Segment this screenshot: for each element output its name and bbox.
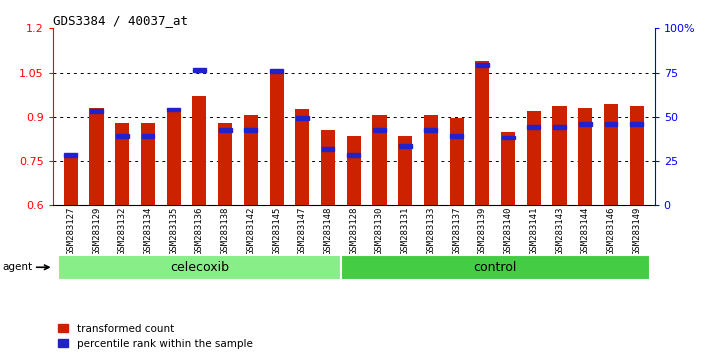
Bar xyxy=(321,130,335,205)
Bar xyxy=(553,107,567,205)
Text: GSM283127: GSM283127 xyxy=(66,207,75,255)
Bar xyxy=(629,107,643,205)
Bar xyxy=(425,128,437,132)
Text: GSM283145: GSM283145 xyxy=(272,207,281,255)
Text: GSM283148: GSM283148 xyxy=(324,207,332,255)
Text: GSM283136: GSM283136 xyxy=(195,207,204,255)
Text: celecoxib: celecoxib xyxy=(170,261,229,274)
Text: GSM283135: GSM283135 xyxy=(169,207,178,255)
Bar xyxy=(475,61,489,205)
Bar xyxy=(116,134,129,138)
Bar xyxy=(424,115,438,205)
Text: GSM283131: GSM283131 xyxy=(401,207,410,255)
Bar xyxy=(630,122,643,126)
Text: GSM283144: GSM283144 xyxy=(581,207,590,255)
Bar xyxy=(89,108,103,205)
Text: GSM283141: GSM283141 xyxy=(529,207,539,255)
Bar xyxy=(168,108,180,112)
Bar xyxy=(64,155,78,205)
Bar xyxy=(527,111,541,205)
Text: GSM283143: GSM283143 xyxy=(555,207,564,255)
Text: GSM283134: GSM283134 xyxy=(144,207,153,255)
Legend: transformed count, percentile rank within the sample: transformed count, percentile rank withi… xyxy=(58,324,253,349)
Text: GSM283139: GSM283139 xyxy=(478,207,487,255)
Bar xyxy=(115,123,130,205)
Bar xyxy=(347,153,360,157)
Bar xyxy=(398,136,413,205)
Text: GSM283133: GSM283133 xyxy=(427,207,436,255)
Bar xyxy=(346,136,361,205)
Bar xyxy=(527,125,540,129)
Text: GSM283149: GSM283149 xyxy=(632,207,641,255)
Text: GSM283129: GSM283129 xyxy=(92,207,101,255)
Text: GSM283146: GSM283146 xyxy=(606,207,615,255)
Text: GSM283142: GSM283142 xyxy=(246,207,256,255)
Bar xyxy=(451,134,463,138)
Bar xyxy=(244,128,257,132)
Bar xyxy=(193,68,206,72)
Bar xyxy=(605,122,617,126)
Text: control: control xyxy=(474,261,517,274)
Bar xyxy=(502,136,515,139)
Bar xyxy=(64,153,77,157)
Bar xyxy=(218,123,232,205)
Text: GSM283137: GSM283137 xyxy=(452,207,461,255)
Bar xyxy=(141,123,155,205)
Bar xyxy=(578,108,592,205)
Bar xyxy=(142,134,154,138)
Bar xyxy=(322,147,334,151)
Text: GSM283128: GSM283128 xyxy=(349,207,358,255)
Bar xyxy=(373,128,386,132)
Text: GSM283138: GSM283138 xyxy=(220,207,230,255)
Bar xyxy=(192,96,206,205)
Bar xyxy=(270,69,283,73)
Text: agent: agent xyxy=(2,262,32,272)
Bar xyxy=(604,103,618,205)
Bar xyxy=(476,63,489,67)
Bar xyxy=(244,115,258,205)
Bar xyxy=(90,109,103,113)
Text: GDS3384 / 40037_at: GDS3384 / 40037_at xyxy=(53,14,188,27)
Bar xyxy=(450,118,464,205)
FancyBboxPatch shape xyxy=(58,255,341,280)
Bar xyxy=(219,128,232,132)
Bar xyxy=(398,144,412,148)
Bar xyxy=(579,122,591,126)
Text: GSM283140: GSM283140 xyxy=(503,207,513,255)
Bar xyxy=(167,109,181,205)
Text: GSM283130: GSM283130 xyxy=(375,207,384,255)
Bar xyxy=(501,132,515,205)
Bar xyxy=(553,125,566,129)
Bar xyxy=(296,116,309,120)
FancyBboxPatch shape xyxy=(341,255,650,280)
Bar xyxy=(295,109,309,205)
Text: GSM283147: GSM283147 xyxy=(298,207,307,255)
Bar xyxy=(270,73,284,205)
Bar xyxy=(372,115,386,205)
Text: GSM283132: GSM283132 xyxy=(118,207,127,255)
